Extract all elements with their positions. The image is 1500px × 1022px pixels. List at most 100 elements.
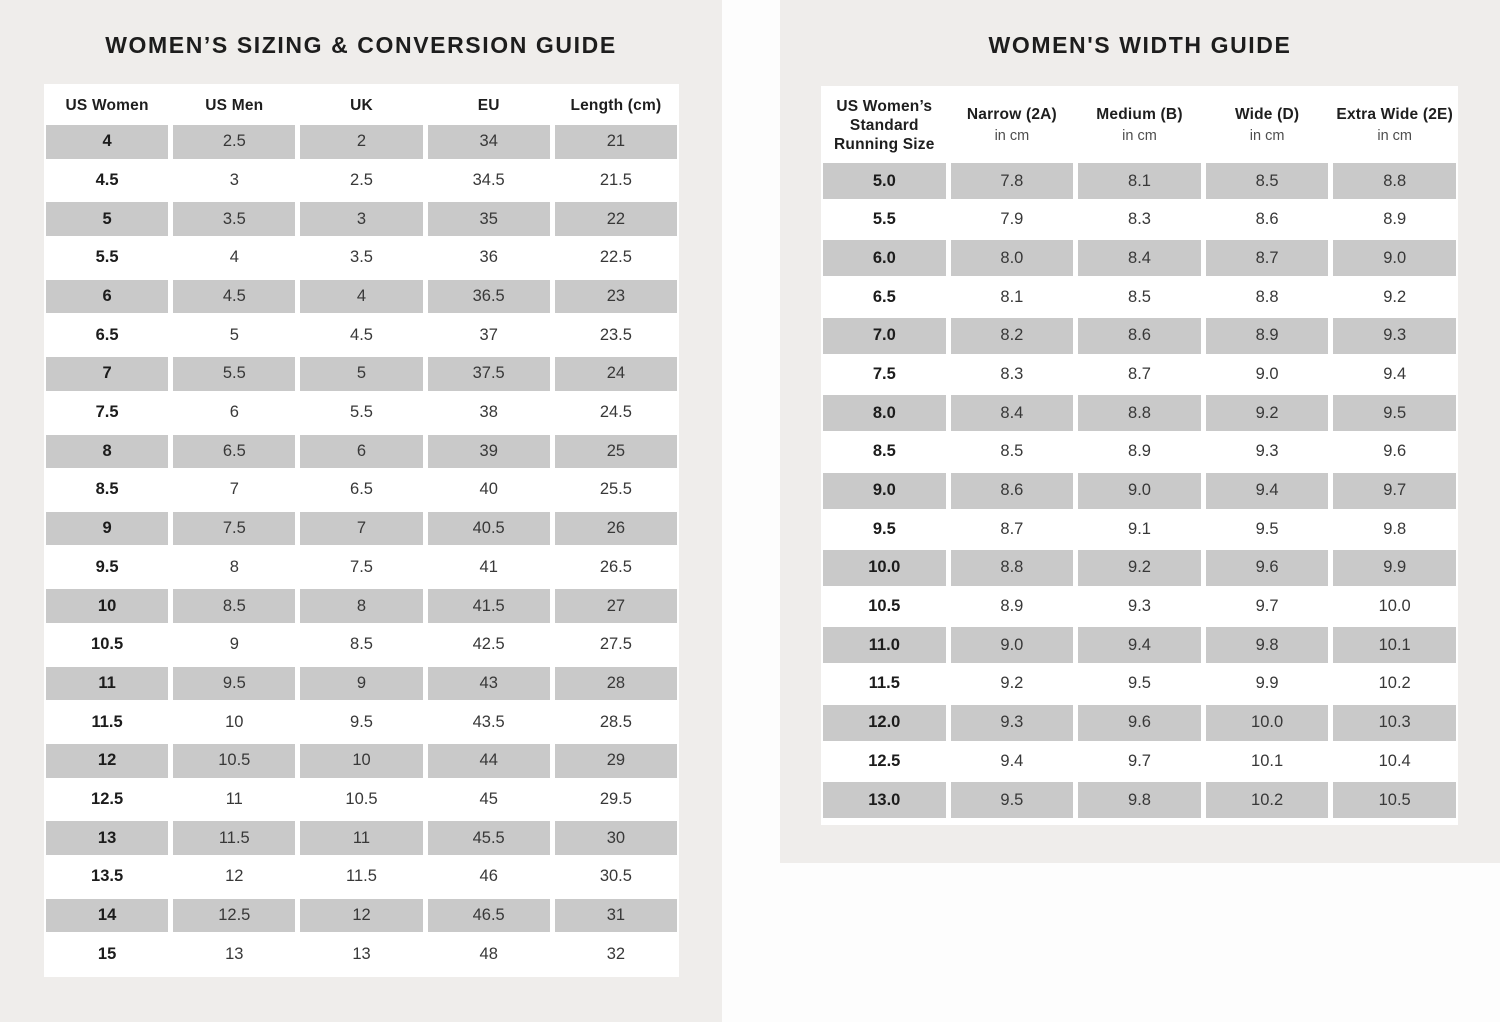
table-row: 6.5 5 4.5 37 23.5 xyxy=(46,318,677,352)
table-row: 6.5 8.1 8.5 8.8 9.2 xyxy=(823,279,1456,315)
value-cell: 43 xyxy=(427,666,550,701)
value-cell: 5.5 xyxy=(173,357,296,391)
table-row: 6 4.5 4 36.5 23 xyxy=(46,279,677,314)
value-cell: 8.9 xyxy=(1383,210,1407,229)
table-row: 5.0 7.8 8.1 8.5 8.8 xyxy=(823,163,1456,199)
table-row: 9 7.5 7 40.5 26 xyxy=(46,511,677,546)
value-cell: 9.0 xyxy=(1255,364,1279,383)
table-row: 6.0 8.0 8.4 8.7 9.0 xyxy=(823,240,1456,277)
width-guide-table: US Women’s Standard Running Size Narrow … xyxy=(821,86,1458,825)
size-cell: 11.5 xyxy=(868,674,900,693)
size-cell: 11.5 xyxy=(91,712,123,731)
value-cell: 8.1 xyxy=(1078,163,1201,199)
column-header-wide-d: Wide (D) in cm xyxy=(1234,106,1300,144)
table-row: 9.5 8 7.5 41 26.5 xyxy=(46,551,677,585)
value-cell: 4.5 xyxy=(350,325,373,344)
value-cell: 9.6 xyxy=(1205,549,1329,586)
table-row: 8.5 7 6.5 40 25.5 xyxy=(46,473,677,507)
value-cell: 7.8 xyxy=(950,163,1074,199)
value-cell: 8.7 xyxy=(1205,240,1329,277)
table-row: 4 2.5 2 34 21 xyxy=(46,125,677,159)
value-cell: 9.7 xyxy=(1255,597,1279,616)
value-cell: 25 xyxy=(554,434,677,468)
value-cell: 10.1 xyxy=(1251,751,1284,770)
size-cell: 8 xyxy=(46,434,169,468)
table-row: 12.0 9.3 9.6 10.0 10.3 xyxy=(823,704,1456,741)
size-cell: 6.5 xyxy=(95,325,119,344)
column-header-uk: UK xyxy=(350,97,373,114)
column-header-us-men: US Men xyxy=(205,97,264,114)
size-cell: 9.5 xyxy=(95,557,119,576)
value-cell: 40.5 xyxy=(427,511,550,546)
value-cell: 9.0 xyxy=(1078,472,1201,509)
value-cell: 8.5 xyxy=(1205,163,1329,199)
size-cell: 10 xyxy=(46,589,169,623)
value-cell: 6 xyxy=(229,403,239,422)
value-cell: 34.5 xyxy=(472,170,505,189)
value-cell: 48 xyxy=(479,944,498,963)
value-cell: 44 xyxy=(427,744,550,778)
value-cell: 13 xyxy=(225,944,244,963)
table-row: 15 13 13 48 32 xyxy=(46,937,677,971)
value-cell: 45 xyxy=(479,789,498,808)
value-cell: 8 xyxy=(229,557,239,576)
size-cell: 7.5 xyxy=(95,403,119,422)
value-cell: 10.3 xyxy=(1333,704,1456,741)
table-row: 5.5 7.9 8.3 8.6 8.9 xyxy=(823,202,1456,238)
value-cell: 8.6 xyxy=(1078,317,1201,354)
value-cell: 9.5 xyxy=(1255,519,1279,538)
column-header-medium-b: Medium (B) in cm xyxy=(1096,106,1183,144)
value-cell: 21.5 xyxy=(599,170,632,189)
value-cell: 10.0 xyxy=(1378,597,1411,616)
column-header-running-size: US Women’s Standard Running Size xyxy=(834,98,935,153)
value-cell: 8.7 xyxy=(1128,364,1151,383)
value-cell: 45.5 xyxy=(427,821,550,855)
value-cell: 32 xyxy=(606,944,626,963)
value-cell: 9.5 xyxy=(173,666,296,701)
size-cell: 6 xyxy=(46,279,169,314)
size-cell: 9.5 xyxy=(872,519,896,538)
table-row: 14 12.5 12 46.5 31 xyxy=(46,898,677,933)
size-cell: 14 xyxy=(46,898,169,933)
table-row: 10.0 8.8 9.2 9.6 9.9 xyxy=(823,549,1456,586)
value-cell: 3.5 xyxy=(173,202,296,236)
value-cell: 8.6 xyxy=(1255,210,1279,229)
value-cell: 40 xyxy=(479,480,498,499)
value-cell: 34 xyxy=(427,125,550,159)
table-row: 11.0 9.0 9.4 9.8 10.1 xyxy=(823,627,1456,664)
value-cell: 6.5 xyxy=(350,480,373,499)
value-cell: 41 xyxy=(479,557,498,576)
value-cell: 9.8 xyxy=(1078,782,1201,818)
value-cell: 5.5 xyxy=(350,403,373,422)
value-cell: 8.3 xyxy=(1128,210,1151,229)
value-cell: 10 xyxy=(300,744,423,778)
value-cell: 10.5 xyxy=(345,789,378,808)
table-row: 12 10.5 10 44 29 xyxy=(46,744,677,778)
value-cell: 8.9 xyxy=(1205,317,1329,354)
table-row: 12.5 9.4 9.7 10.1 10.4 xyxy=(823,743,1456,779)
size-cell: 5.5 xyxy=(872,210,896,229)
table-row: 12.5 11 10.5 45 29.5 xyxy=(46,783,677,817)
value-cell: 8.6 xyxy=(950,472,1074,509)
value-cell: 6 xyxy=(300,434,423,468)
size-cell: 13.0 xyxy=(823,782,946,818)
value-cell: 9.5 xyxy=(350,712,373,731)
value-cell: 8.9 xyxy=(1000,597,1024,616)
table-row: 8.0 8.4 8.8 9.2 9.5 xyxy=(823,395,1456,432)
table-row: 13 11.5 11 45.5 30 xyxy=(46,821,677,855)
value-cell: 9.9 xyxy=(1255,674,1279,693)
value-cell: 10.5 xyxy=(1333,782,1456,818)
table-row: 7.5 6 5.5 38 24.5 xyxy=(46,396,677,430)
value-cell: 7.5 xyxy=(350,557,373,576)
size-cell: 11.0 xyxy=(823,627,946,664)
value-cell: 11 xyxy=(300,821,423,855)
size-cell: 13.5 xyxy=(91,867,124,886)
value-cell: 10.1 xyxy=(1333,627,1456,664)
value-cell: 35 xyxy=(427,202,550,236)
value-cell: 23 xyxy=(554,279,677,314)
size-cell: 8.5 xyxy=(872,442,896,461)
size-cell: 12.5 xyxy=(868,751,901,770)
value-cell: 8.2 xyxy=(950,317,1074,354)
table-row: 8.5 8.5 8.9 9.3 9.6 xyxy=(823,434,1456,470)
value-cell: 22.5 xyxy=(599,248,632,267)
